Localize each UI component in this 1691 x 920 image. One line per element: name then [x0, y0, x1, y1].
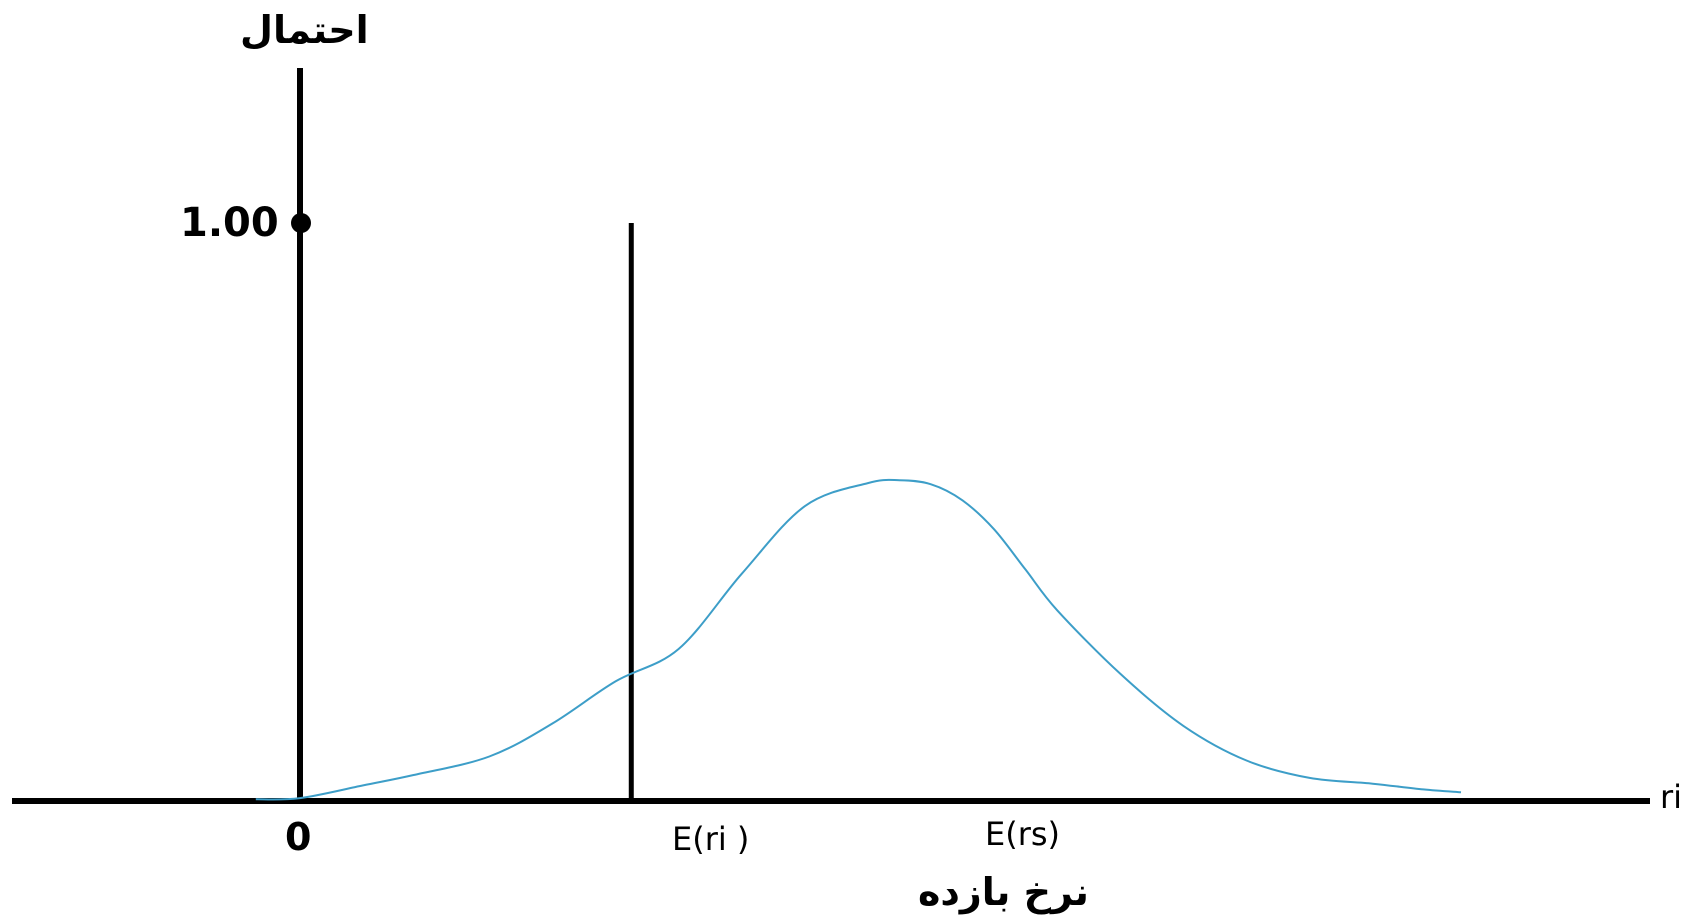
- x-axis-label: نرخ بازده: [918, 870, 1089, 914]
- chart-marks: [255, 223, 1462, 801]
- x-tick-label-expected-rs: E(rs): [985, 815, 1061, 853]
- y-tick-one-dot: [291, 213, 311, 233]
- y-tick-label-1: 1.00: [180, 200, 279, 246]
- x-tick-label-expected-ri: E(ri ): [672, 820, 750, 858]
- distribution-curve: [255, 478, 1462, 801]
- x-tick-label-origin: 0: [285, 815, 312, 859]
- y-axis-label: احتمال: [240, 8, 369, 52]
- x-variable-label: ri: [1660, 778, 1683, 816]
